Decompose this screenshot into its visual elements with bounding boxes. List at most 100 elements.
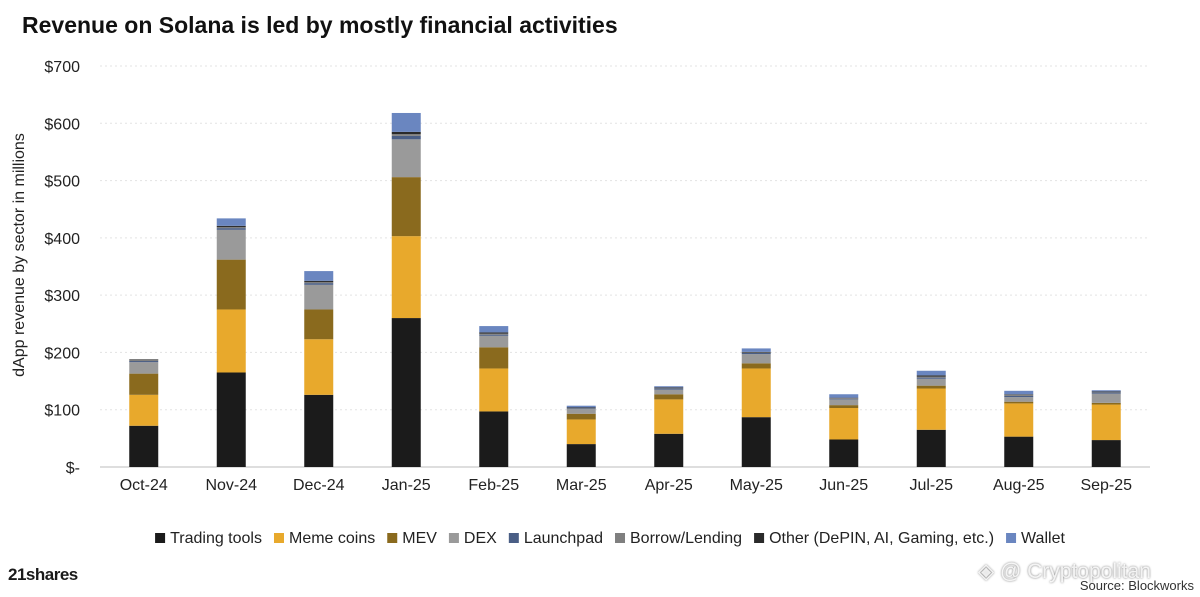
bar-segment [129, 359, 159, 360]
bar-segment [1091, 402, 1121, 405]
legend-label: DEX [464, 530, 497, 547]
bar-segment [479, 347, 509, 369]
y-tick-label: $300 [44, 288, 80, 305]
bar-segment [916, 370, 946, 376]
bar-segment [391, 318, 421, 467]
gridlines [100, 65, 1150, 468]
bar-segment [129, 361, 159, 363]
bar-segment [391, 177, 421, 237]
x-tick-label: Feb-25 [468, 477, 519, 494]
y-tick-label: $700 [44, 59, 80, 76]
bar-segment [391, 135, 421, 140]
legend-label: Borrow/Lending [630, 530, 742, 547]
legend-label: Other (DePIN, AI, Gaming, etc.) [769, 530, 994, 547]
x-axis-ticks: Oct-24 Nov-24 Dec-24 Jan-25 Feb-25 Mar-25 Apr-… [120, 477, 1132, 494]
legend-item: Meme coins [273, 530, 375, 547]
bar-segment [916, 377, 946, 379]
bar-segment [741, 417, 771, 467]
bar-segment [1004, 394, 1034, 395]
y-tick-label: $100 [44, 403, 80, 420]
bar-segment [479, 335, 509, 348]
x-tick-label: May-25 [730, 477, 783, 494]
bar-segment [479, 332, 509, 334]
bar-segment [654, 387, 684, 389]
bar-segment [741, 368, 771, 418]
bar-segment [741, 363, 771, 369]
bar-segment [216, 259, 246, 310]
bar-segment [1091, 391, 1121, 392]
bar-segment [479, 326, 509, 333]
bar-segment [304, 339, 334, 395]
bar-segment [566, 407, 596, 409]
bar-segment [566, 407, 596, 408]
source-note: Source: Blockworks [1079, 578, 1194, 593]
y-tick-label: $600 [44, 116, 80, 133]
bar-segment [391, 134, 421, 136]
bar-segment [391, 131, 421, 135]
bar-segment [1091, 392, 1121, 394]
bar-segment [479, 334, 509, 336]
bar-segment [304, 283, 334, 285]
x-tick-label: Aug-25 [993, 477, 1045, 494]
bar-segment [829, 439, 859, 467]
bar-segment [216, 309, 246, 373]
bar-segment [304, 309, 334, 340]
bar-segment [1004, 397, 1034, 402]
bar-segment [916, 388, 946, 430]
bar-segment [916, 378, 946, 386]
bar-segment [304, 394, 334, 467]
legend-item: Wallet [1006, 530, 1065, 547]
bar-segment [304, 280, 334, 282]
x-tick-label: Sep-25 [1080, 477, 1132, 494]
bar-segment [1091, 390, 1121, 392]
legend-swatch [155, 533, 166, 543]
bar-segment [216, 225, 246, 227]
bar-segment [129, 362, 159, 374]
bar-segment [1004, 436, 1034, 467]
bar-segment [1091, 391, 1121, 393]
bar-segment [916, 376, 946, 378]
legend-label: Launchpad [524, 530, 603, 547]
bar-segment [654, 388, 684, 390]
bar-segment [1091, 440, 1121, 467]
legend-swatch [387, 533, 398, 543]
bar-segment [654, 399, 684, 434]
bar-segment [304, 271, 334, 281]
bar-segment [216, 372, 246, 467]
legend-label: Trading tools [170, 530, 262, 547]
bar-segment [654, 389, 684, 395]
bar-segment [1004, 390, 1034, 395]
bar-segment [566, 408, 596, 410]
bar-segment [654, 394, 684, 400]
legend-item: Trading tools [155, 530, 262, 547]
bar-segment [216, 226, 246, 229]
y-tick-label: $400 [44, 231, 80, 248]
x-tick-label: Apr-25 [645, 477, 693, 494]
bar-segment [741, 354, 771, 364]
bar-segment [1004, 401, 1034, 404]
brand-logo: 21shares [8, 565, 78, 584]
bar-segment [566, 409, 596, 414]
bar-segment [741, 351, 771, 353]
bar-segment [391, 139, 421, 178]
x-tick-label: Oct-24 [120, 477, 168, 494]
bar-segment [304, 281, 334, 284]
bar-segment [829, 405, 859, 408]
bar-segment [566, 419, 596, 445]
bar-segment [216, 218, 246, 226]
legend-swatch [1006, 533, 1017, 543]
legend: Trading tools Meme coins MEV DEX Launchpad Bo… [155, 530, 1065, 547]
bar-segment [566, 444, 596, 467]
legend-item: MEV [387, 530, 437, 547]
bar-segment [916, 385, 946, 389]
bar-segment [129, 359, 159, 362]
bar-segment [741, 353, 771, 355]
bar-segment [1091, 404, 1121, 441]
bar-segment [1004, 403, 1034, 437]
bar-segment [1004, 395, 1034, 398]
legend-swatch [508, 533, 519, 543]
x-tick-label: Jun-25 [819, 477, 868, 494]
y-tick-label: $200 [44, 345, 80, 362]
bars [129, 112, 1121, 467]
